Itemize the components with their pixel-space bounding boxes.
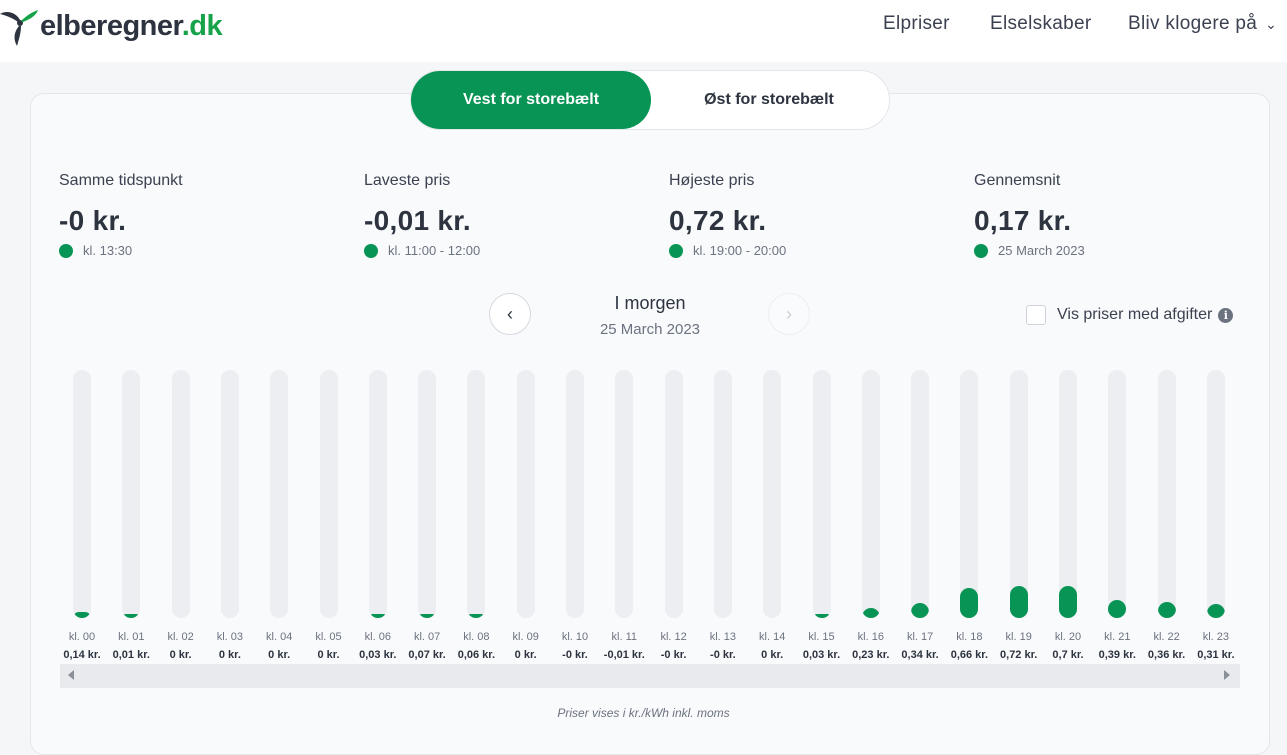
chart-scrollbar[interactable]	[60, 664, 1240, 688]
site-header: elberegner.dk Elpriser Elselskaber Bliv …	[0, 0, 1287, 62]
scroll-right-arrow-icon[interactable]	[1224, 670, 1230, 680]
fees-toggle[interactable]: Vis priser med afgifter i	[1026, 305, 1234, 325]
stat-sub: kl. 19:00 - 20:00	[669, 243, 786, 258]
stat-sub: kl. 11:00 - 12:00	[364, 243, 480, 258]
region-toggle: Vest for storebælt Øst for storebælt	[410, 70, 890, 130]
chevron-right-icon: ›	[786, 303, 792, 324]
nav-bliv-klogere-label: Bliv klogere på	[1128, 13, 1258, 34]
stat-label: Laveste pris	[364, 172, 451, 189]
stat-sub-text: kl. 11:00 - 12:00	[388, 243, 481, 258]
stat-sub: 25 March 2023	[974, 243, 1085, 258]
stat-value: -0,01 kr.	[364, 205, 472, 236]
status-dot-icon	[59, 243, 73, 258]
logo-tld: .dk	[181, 9, 223, 42]
logo[interactable]: elberegner.dk	[0, 6, 223, 46]
nav-elpriser[interactable]: Elpriser	[883, 13, 950, 34]
stat-label: Samme tidspunkt	[59, 172, 183, 189]
stat-label: Gennemsnit	[974, 172, 1061, 189]
date-subtitle: 25 March 2023	[599, 321, 701, 338]
chevron-down-icon: ⌄	[1265, 16, 1278, 32]
stat-value: 0,72 kr.	[669, 205, 767, 236]
prev-day-button[interactable]: ‹	[489, 293, 531, 335]
scroll-left-arrow-icon[interactable]	[68, 670, 74, 680]
status-dot-icon	[974, 243, 988, 258]
region-oest-button[interactable]: Øst for storebælt	[704, 91, 834, 108]
stat-value: 0,17 kr.	[974, 205, 1072, 236]
stat-label: Højeste pris	[669, 172, 755, 189]
stat-sub-text: kl. 19:00 - 20:00	[693, 243, 787, 258]
wind-turbine-icon	[0, 10, 38, 46]
stat-lowest: Laveste pris -0,01 kr. kl. 11:00 - 12:00	[364, 172, 480, 258]
nav-bliv-klogere[interactable]: Bliv klogere på ⌄	[1128, 13, 1277, 35]
fees-checkbox[interactable]	[1026, 305, 1046, 325]
region-vest-button[interactable]: Vest for storebælt	[411, 71, 651, 129]
stat-same-time: Samme tidspunkt -0 kr. kl. 13:30	[59, 172, 183, 258]
chevron-left-icon: ‹	[507, 303, 513, 324]
stat-sub-text: kl. 13:30	[83, 243, 133, 258]
date-title: I morgen	[614, 293, 686, 313]
info-icon[interactable]: i	[1218, 307, 1234, 323]
logo-name: elberegner	[40, 9, 182, 42]
stat-highest: Højeste pris 0,72 kr. kl. 19:00 - 20:00	[669, 172, 786, 258]
footnote: Priser vises i kr./kWh inkl. moms	[557, 706, 730, 720]
stat-sub: kl. 13:30	[59, 243, 183, 258]
fees-label: Vis priser med afgifter	[1057, 306, 1213, 323]
stat-average: Gennemsnit 0,17 kr. 25 March 2023	[974, 172, 1085, 258]
stat-value: -0 kr.	[59, 205, 127, 236]
next-day-button[interactable]: ›	[768, 293, 810, 335]
status-dot-icon	[364, 243, 378, 258]
status-dot-icon	[669, 243, 683, 258]
nav-elselskaber[interactable]: Elselskaber	[990, 13, 1092, 34]
stat-sub-text: 25 March 2023	[998, 243, 1085, 258]
